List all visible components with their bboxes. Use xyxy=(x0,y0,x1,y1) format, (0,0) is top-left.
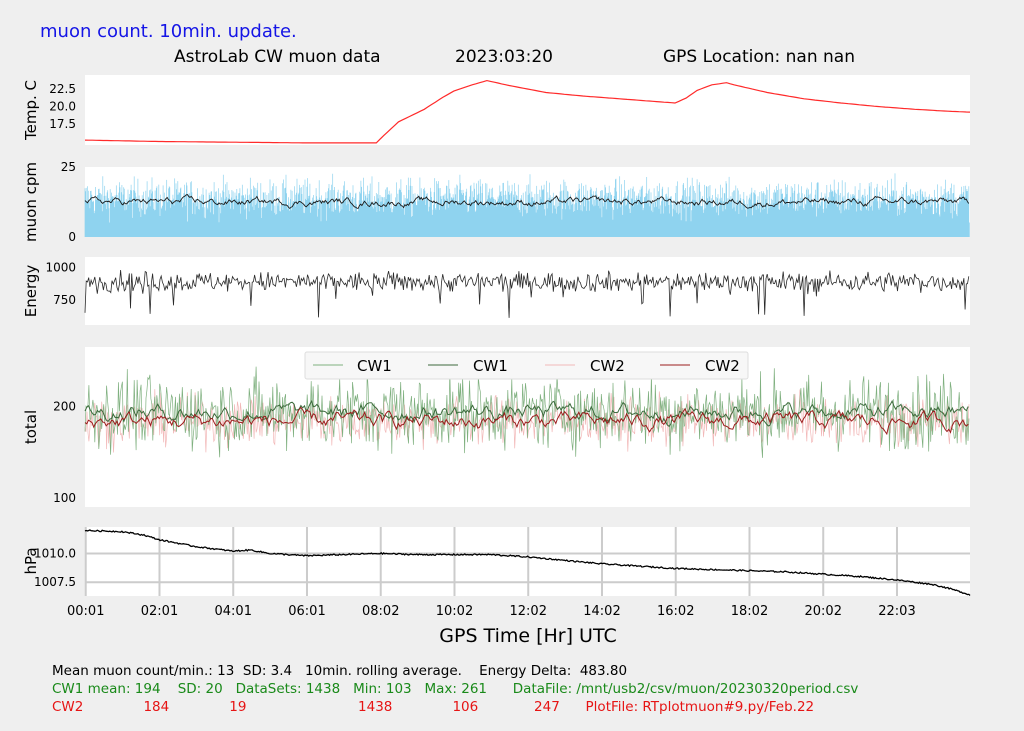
legend-label-cw2-avg: CW2 xyxy=(705,357,740,375)
pressure-ylabel: hPa xyxy=(22,547,40,574)
footer-stats-line-3: CW2 184 19 1438 106 247 PlotFile: RTplot… xyxy=(52,699,815,715)
temp-series-line xyxy=(84,79,971,144)
temp-ytick-label: 17.5 xyxy=(49,117,76,131)
cw1-raw-line xyxy=(84,366,970,458)
update-label: muon count. 10min. update. xyxy=(40,21,297,42)
x-tick-label: 16:02 xyxy=(657,604,694,619)
muon-ytick-label: 0 xyxy=(68,230,76,244)
muon-rolling-average-line xyxy=(84,193,970,210)
pressure-ytick-label: 1010.0 xyxy=(34,546,76,560)
pressure-ytick-label: 1007.5 xyxy=(34,575,76,589)
x-axis-ticks: 00:01 02:01 04:01 06:01 08:02 10:02 12:02 14:02… xyxy=(67,604,916,619)
x-tick-label: 06:01 xyxy=(288,604,325,619)
legend-label-cw2-raw: CW2 xyxy=(590,357,625,375)
x-tick-label: 20:02 xyxy=(805,604,842,619)
total-ytick-label: 100 xyxy=(53,491,76,505)
cw1-average-line xyxy=(84,399,969,428)
muon-raw-bars xyxy=(84,173,970,237)
total-legend: CW1 CW1 CW2 CW2 xyxy=(304,351,749,380)
cw2-average-line xyxy=(84,406,969,436)
total-ytick-label: 200 xyxy=(53,399,76,413)
muon-ylabel: muon cpm xyxy=(22,162,40,242)
temp-ytick-label: 22.5 xyxy=(49,82,76,96)
x-tick-label: 14:02 xyxy=(583,604,620,619)
legend-label-cw1-avg: CW1 xyxy=(473,357,508,375)
temp-ytick-label: 20.0 xyxy=(49,100,76,114)
energy-panel: 750 1000 Energy xyxy=(22,257,970,325)
energy-ylabel: Energy xyxy=(22,265,40,318)
x-tick-label: 10:02 xyxy=(436,604,473,619)
cw2-raw-line xyxy=(84,389,970,453)
chart-title-gps: GPS Location: nan nan xyxy=(663,47,855,67)
x-tick-label: 04:01 xyxy=(215,604,252,619)
energy-series-line xyxy=(84,269,970,318)
temperature-panel: 17.5 20.0 22.5 Temp. C xyxy=(22,75,971,145)
footer-stats-line-2: CW1 mean: 194 SD: 20 DataSets: 1438 Min:… xyxy=(52,681,859,697)
energy-ytick-label: 1000 xyxy=(45,260,76,274)
chart-title-left: AstroLab CW muon data xyxy=(174,47,381,67)
x-tick-label: 02:01 xyxy=(141,604,178,619)
total-ylabel: total xyxy=(22,410,40,444)
x-tick-label: 18:02 xyxy=(731,604,768,619)
energy-ytick-label: 750 xyxy=(53,293,76,307)
chart-title-date: 2023:03:20 xyxy=(455,47,553,67)
temperature-plot-area xyxy=(85,75,970,145)
pressure-series-line xyxy=(84,529,971,596)
x-axis-label: GPS Time [Hr] UTC xyxy=(439,625,616,647)
x-tick-label: 08:02 xyxy=(362,604,399,619)
temp-ylabel: Temp. C xyxy=(22,80,40,141)
legend-label-cw1-raw: CW1 xyxy=(357,357,392,375)
x-tick-label: 22:03 xyxy=(878,604,915,619)
muon-cpm-panel: 0 25 muon cpm xyxy=(22,160,970,244)
x-tick-label: 12:02 xyxy=(510,604,547,619)
x-tick-label: 00:01 xyxy=(67,604,104,619)
muon-ytick-label: 25 xyxy=(61,160,76,174)
footer-stats-line-1: Mean muon count/min.: 13 SD: 3.4 10min. … xyxy=(52,663,628,679)
energy-plot-area xyxy=(85,257,970,325)
